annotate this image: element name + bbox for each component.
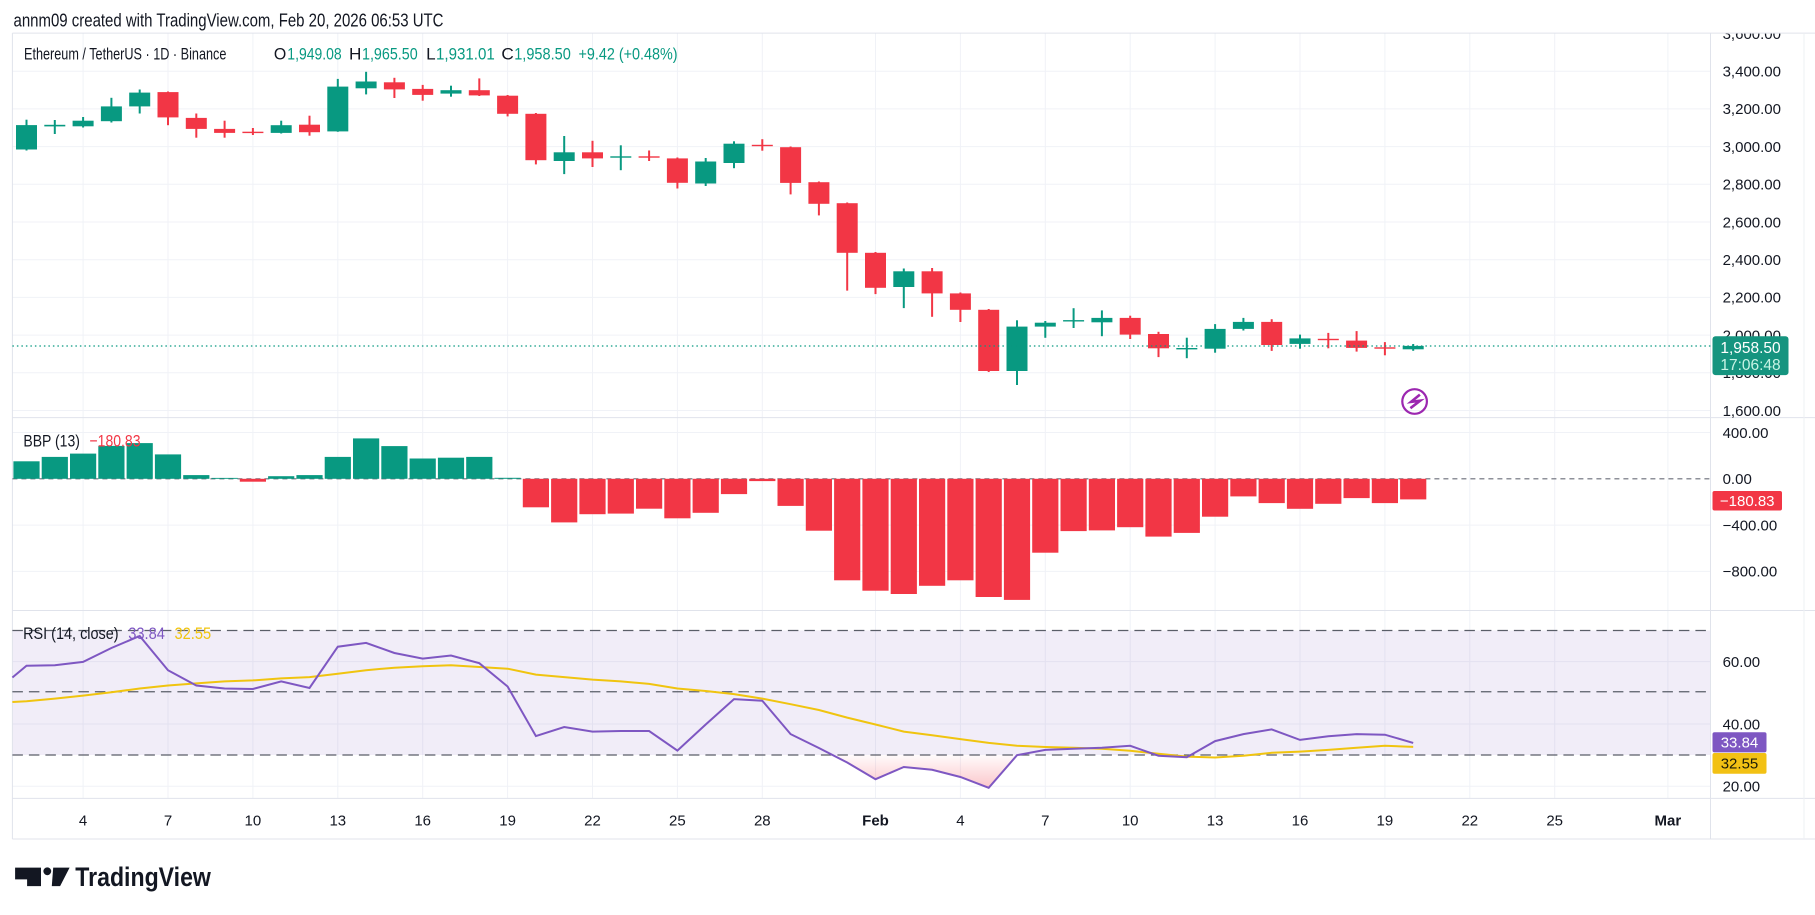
- svg-text:17:06:48: 17:06:48: [1720, 357, 1780, 374]
- svg-text:TradingView: TradingView: [75, 862, 211, 892]
- svg-text:annm09 created with TradingVie: annm09 created with TradingView.com, Feb…: [14, 11, 444, 31]
- svg-text:−400.00: −400.00: [1723, 517, 1778, 534]
- svg-text:33.84: 33.84: [128, 624, 165, 643]
- svg-text:33.84: 33.84: [1721, 734, 1759, 751]
- svg-text:Feb: Feb: [862, 813, 889, 830]
- svg-text:16: 16: [414, 813, 431, 830]
- svg-text:2,400.00: 2,400.00: [1723, 252, 1781, 269]
- svg-text:10: 10: [1122, 813, 1139, 830]
- svg-text:32.55: 32.55: [1721, 756, 1759, 773]
- svg-text:16: 16: [1292, 813, 1309, 830]
- svg-text:3,000.00: 3,000.00: [1723, 139, 1781, 156]
- svg-text:32.55: 32.55: [175, 624, 212, 643]
- svg-text:22: 22: [584, 813, 601, 830]
- svg-text:10: 10: [245, 813, 262, 830]
- svg-text:22: 22: [1461, 813, 1478, 830]
- svg-text:4: 4: [956, 813, 964, 830]
- svg-text:13: 13: [1207, 813, 1224, 830]
- svg-text:Ethereum / TetherUS · 1D · Bin: Ethereum / TetherUS · 1D · Binance: [24, 45, 226, 64]
- svg-text:1,931.01: 1,931.01: [436, 45, 495, 64]
- svg-text:2,600.00: 2,600.00: [1723, 214, 1781, 231]
- svg-text:1,958.50: 1,958.50: [1720, 340, 1781, 357]
- svg-text:1,600.00: 1,600.00: [1723, 403, 1781, 420]
- svg-text:−180.83: −180.83: [90, 432, 141, 451]
- svg-text:+9.42 (+0.48%): +9.42 (+0.48%): [579, 45, 678, 64]
- svg-text:BBP (13): BBP (13): [23, 432, 80, 451]
- svg-text:0.00: 0.00: [1723, 471, 1752, 488]
- svg-text:Mar: Mar: [1655, 813, 1682, 830]
- svg-text:3,200.00: 3,200.00: [1723, 101, 1781, 118]
- svg-text:3,400.00: 3,400.00: [1723, 64, 1781, 81]
- svg-text:−180.83: −180.83: [1720, 493, 1775, 510]
- svg-text:O: O: [274, 45, 286, 64]
- svg-text:20.00: 20.00: [1723, 779, 1761, 796]
- svg-text:1,949.08: 1,949.08: [287, 45, 341, 64]
- svg-text:3,600.00: 3,600.00: [1723, 26, 1781, 43]
- svg-text:1,965.50: 1,965.50: [362, 45, 418, 64]
- svg-text:25: 25: [1546, 813, 1563, 830]
- svg-text:4: 4: [79, 813, 87, 830]
- svg-text:L: L: [426, 45, 436, 64]
- svg-text:7: 7: [1041, 813, 1049, 830]
- svg-text:40.00: 40.00: [1723, 716, 1761, 733]
- svg-text:400.00: 400.00: [1723, 425, 1769, 442]
- svg-text:2,200.00: 2,200.00: [1723, 290, 1781, 307]
- svg-text:28: 28: [754, 813, 771, 830]
- svg-text:H: H: [349, 45, 361, 64]
- svg-text:19: 19: [499, 813, 516, 830]
- svg-text:25: 25: [669, 813, 686, 830]
- svg-text:1,958.50: 1,958.50: [514, 45, 571, 64]
- svg-text:13: 13: [329, 813, 346, 830]
- svg-text:RSI (14, close): RSI (14, close): [23, 624, 119, 643]
- svg-text:19: 19: [1377, 813, 1394, 830]
- svg-text:2,800.00: 2,800.00: [1723, 177, 1781, 194]
- svg-text:C: C: [501, 45, 513, 64]
- svg-text:7: 7: [164, 813, 172, 830]
- svg-text:60.00: 60.00: [1723, 654, 1761, 671]
- svg-text:−800.00: −800.00: [1723, 564, 1778, 581]
